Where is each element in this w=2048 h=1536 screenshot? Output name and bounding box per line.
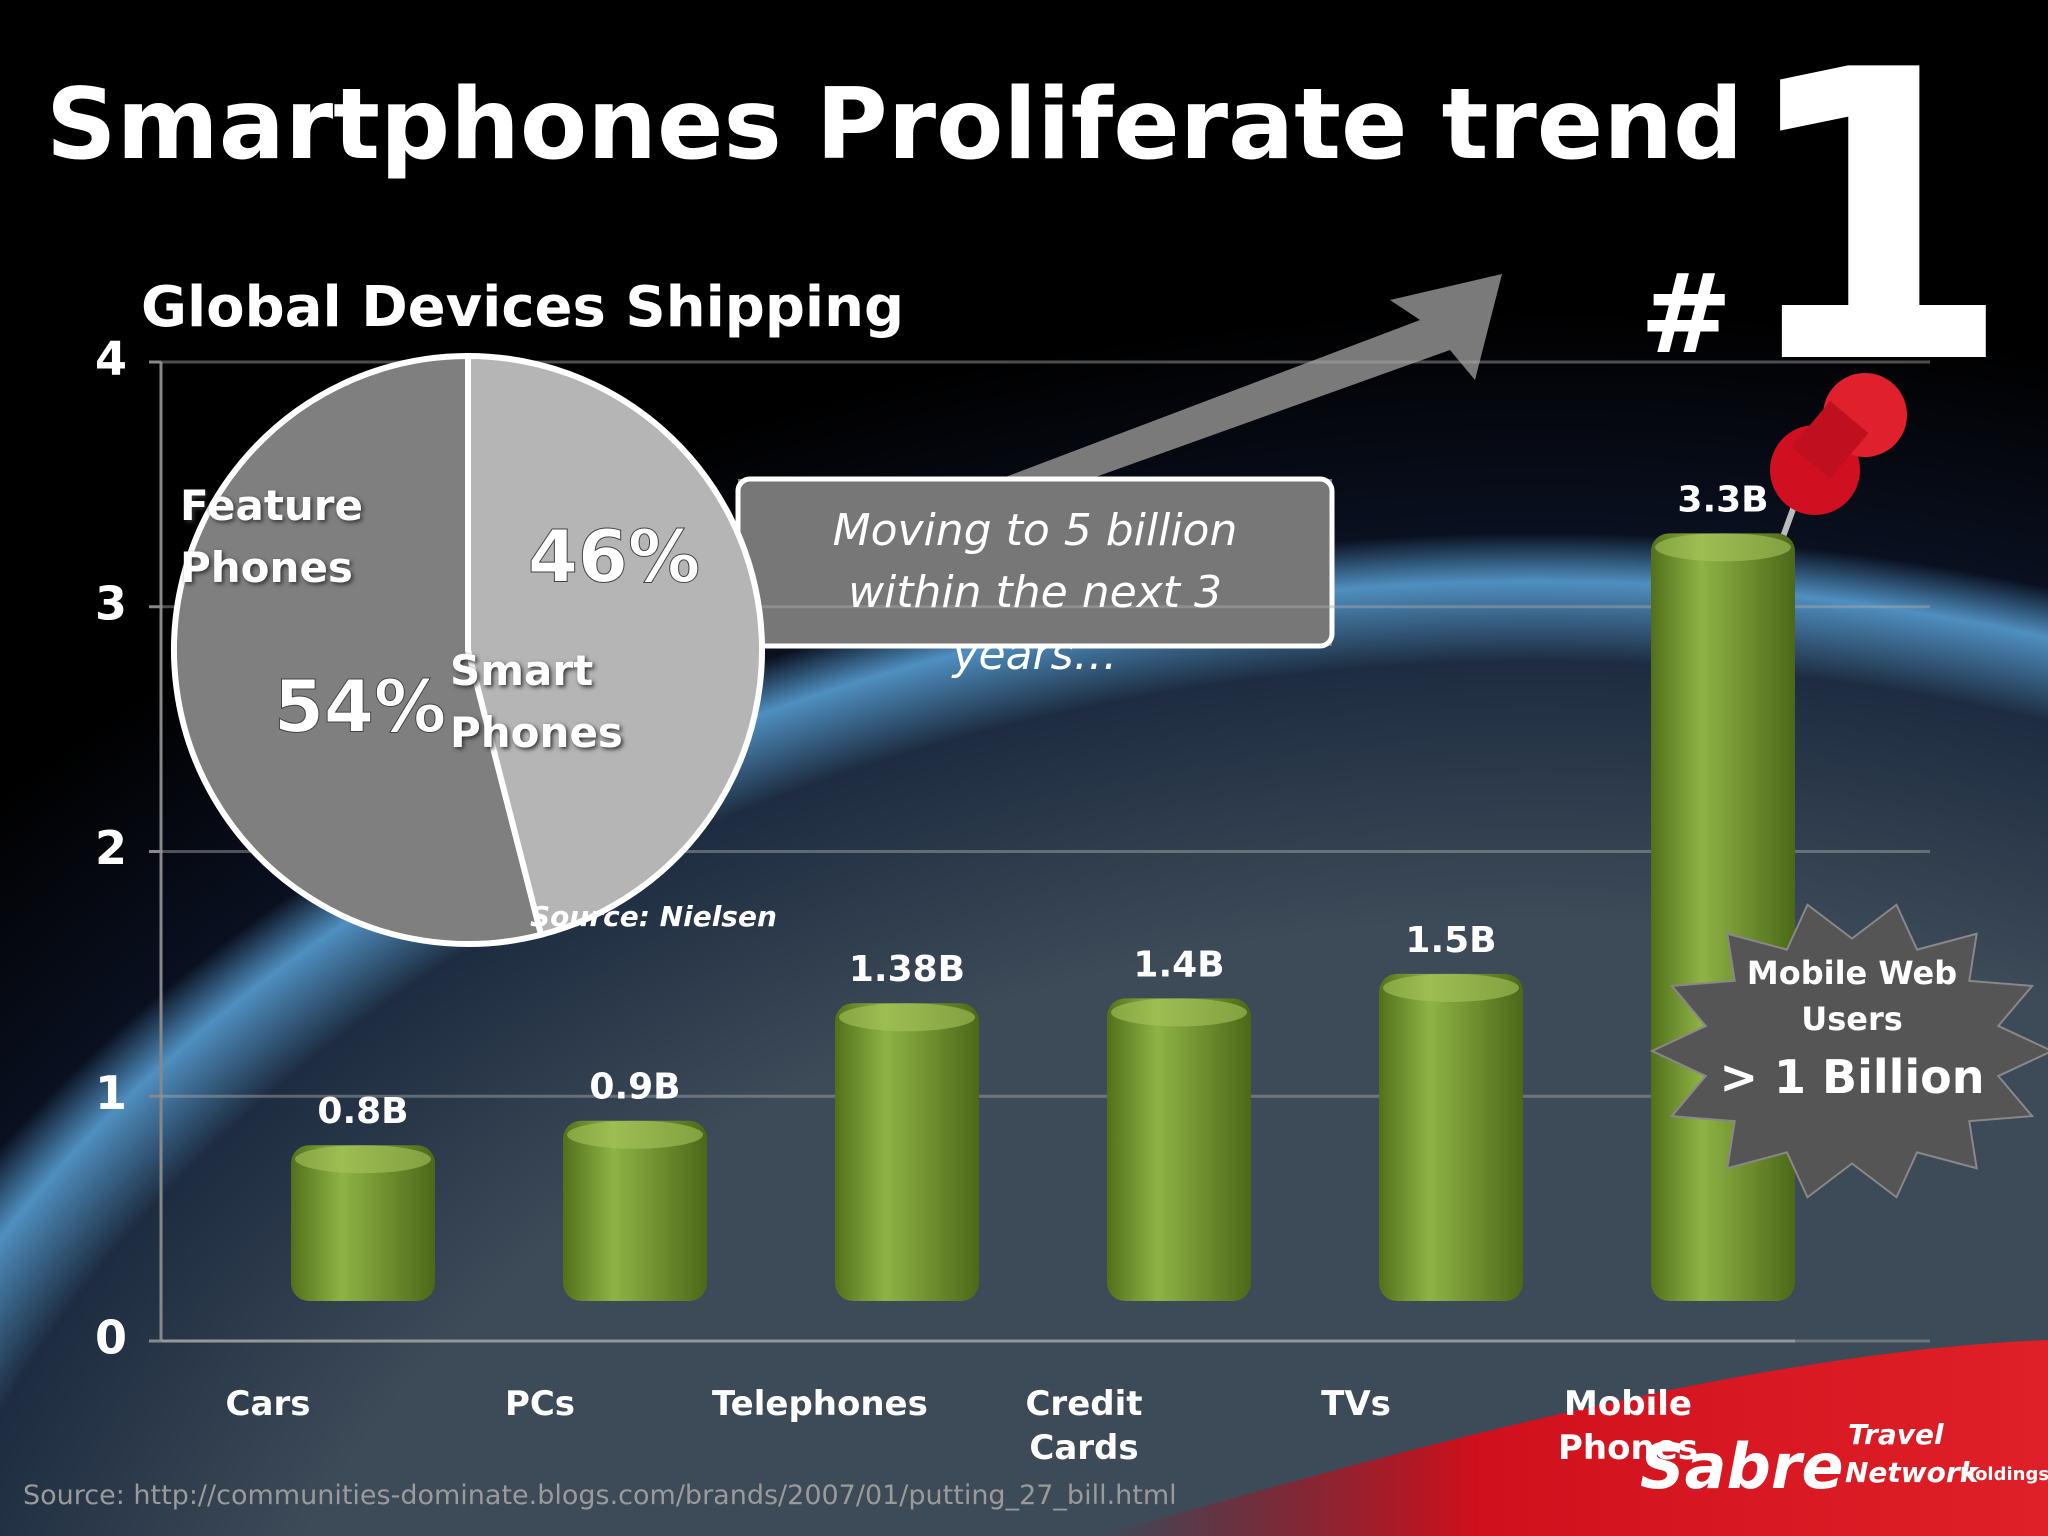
slice-name: Smart Phones [450,646,623,757]
x-tick-label: TVs [1321,1384,1391,1424]
bar [563,1120,707,1301]
bar [291,1145,435,1301]
x-tick-label: Mobile Phones [1558,1384,1698,1468]
pushpin [1770,373,1907,547]
bar-top [839,1003,975,1032]
callout-text: Moving to 5 billion within the next 3 ye… [832,505,1238,680]
pie-slice [171,352,545,947]
slice-value: 46% [528,515,700,599]
y-tick-label: 2 [95,821,127,875]
slice-value: 54% [274,665,446,749]
bar-top [1655,533,1791,562]
logo-text: Network [1845,1456,1979,1489]
burst-text: > 1 Billion [1719,1050,1985,1104]
value-label: 1.4B [1133,944,1224,985]
x-tick-label: Credit Cards [1025,1384,1143,1468]
y-tick-label: 0 [95,1311,127,1365]
x-tick-label: Telephones [712,1384,928,1424]
logo-brand: Sabre [1640,1430,1844,1503]
badge-number: 1 [1735,0,2014,452]
y-tick-label: 4 [95,332,127,386]
logo-text: Travel [1848,1418,1944,1451]
bar-top [567,1120,703,1149]
bar [1651,533,1795,1301]
pie-source: Source: Nielsen [530,900,777,933]
slide-title: Smartphones Proliferate trend [46,68,1744,182]
x-tick-label: PCs [504,1384,576,1424]
value-label: 1.38B [849,949,965,990]
y-tick-label: 1 [95,1066,127,1120]
x-tick-label: Cars [225,1384,311,1424]
red-swoosh [1100,1340,2048,1536]
bar [1379,973,1523,1301]
logo-text: Holdings [1960,1464,2048,1485]
slice-name: Feature Phones [180,481,363,592]
badge-hash: # [1640,250,1733,378]
pie-title: Global Devices Shipping [141,275,905,340]
starburst [1649,903,2048,1199]
value-label: 0.8B [317,1091,408,1132]
bar-top [295,1145,431,1174]
burst-text: Mobile Web Users [1746,954,1958,1038]
bar-top [1111,998,1247,1027]
value-label: 0.9B [589,1067,680,1108]
value-label: 1.5B [1405,920,1496,961]
bar-top [1383,973,1519,1002]
value-label: 3.3B [1677,479,1768,520]
footer-source: Source: http://communities-dominate.blog… [23,1480,1177,1511]
bar [1107,998,1251,1301]
pie-slice [465,352,765,939]
bar [835,1003,979,1301]
y-tick-label: 3 [95,576,127,630]
